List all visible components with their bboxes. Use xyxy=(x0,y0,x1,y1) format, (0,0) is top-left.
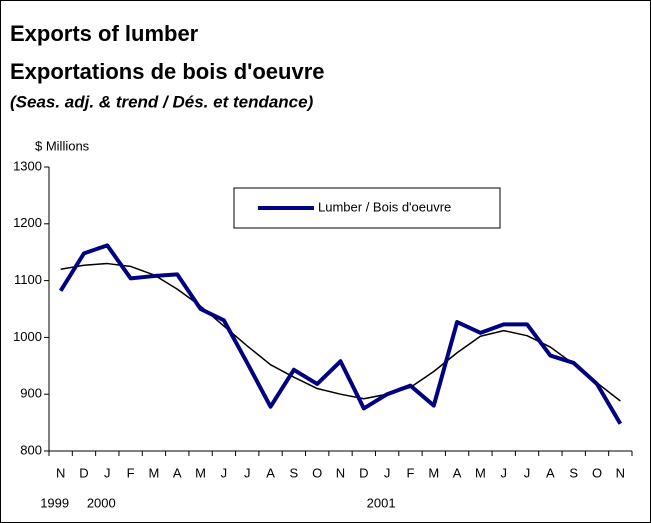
x-tick-label: A xyxy=(173,465,182,480)
chart-subtitle: Exportations de bois d'oeuvre xyxy=(10,59,325,84)
x-tick-label: N xyxy=(616,465,625,480)
series-line xyxy=(58,243,623,425)
x-tick-label: M xyxy=(149,465,160,480)
x-tick-label: D xyxy=(359,465,368,480)
chart-note: (Seas. adj. & trend / Dés. et tendance) xyxy=(10,92,314,111)
x-tick-label: S xyxy=(290,465,299,480)
x-tick-label: S xyxy=(569,465,578,480)
y-tick-label: 800 xyxy=(20,442,42,457)
x-tick-label: A xyxy=(266,465,275,480)
x-tick-label: M xyxy=(475,465,486,480)
x-tick-label: D xyxy=(79,465,88,480)
y-tick-label: 1100 xyxy=(14,272,42,287)
x-tick-label: J xyxy=(104,465,111,480)
x-tick-label: J xyxy=(244,465,251,480)
x-tick-label: J xyxy=(384,465,391,480)
x-tick-label: F xyxy=(127,465,135,480)
x-tick-label: M xyxy=(195,465,206,480)
y-tick-label: 900 xyxy=(20,386,42,401)
y-tick-label: 1000 xyxy=(13,329,42,344)
year-label: 2000 xyxy=(87,495,116,510)
chart-title: Exports of lumber xyxy=(10,21,199,46)
x-tick-label: M xyxy=(428,465,439,480)
x-tick-label: N xyxy=(56,465,65,480)
x-tick-label: J xyxy=(500,465,507,480)
y-tick-label: 1200 xyxy=(13,215,42,230)
year-label: 2001 xyxy=(367,495,396,510)
x-tick-label: A xyxy=(546,465,555,480)
series-line xyxy=(60,262,621,402)
y-tick-label: 1300 xyxy=(13,158,42,173)
x-tick-label: N xyxy=(336,465,345,480)
legend-label: Lumber / Bois d'oeuvre xyxy=(318,199,451,214)
x-tick-label: J xyxy=(524,465,531,480)
x-tick-label: J xyxy=(221,465,228,480)
x-tick-label: F xyxy=(406,465,414,480)
x-tick-label: O xyxy=(312,465,322,480)
year-label: 1999 xyxy=(40,495,69,510)
x-tick-label: A xyxy=(453,465,462,480)
x-tick-label: O xyxy=(592,465,602,480)
y-axis-label: $ Millions xyxy=(35,138,90,153)
